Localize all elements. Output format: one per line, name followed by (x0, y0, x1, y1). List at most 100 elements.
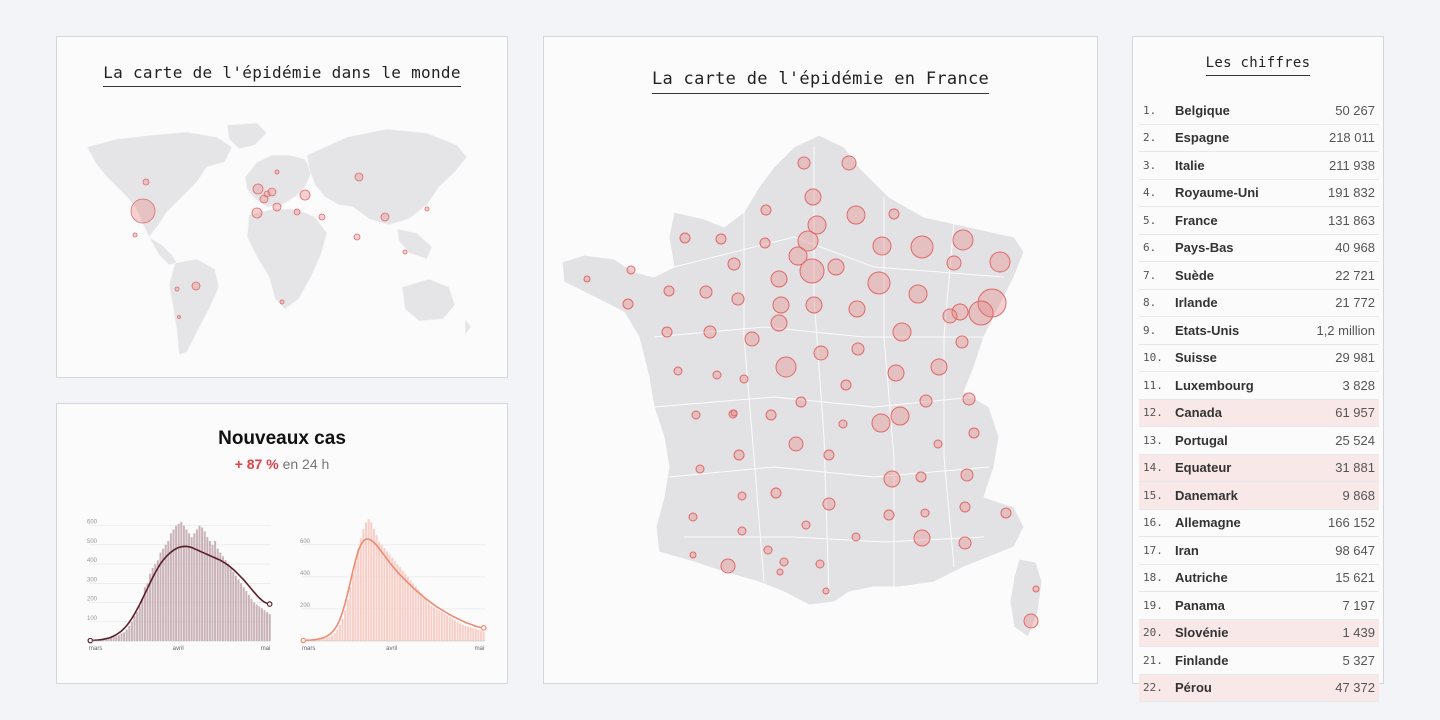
bar (169, 533, 172, 641)
bar (154, 564, 157, 641)
table-row: 2. Espagne 218 011 (1139, 124, 1379, 152)
corsica (1009, 558, 1043, 638)
new-cases-change: + 87 % (234, 456, 279, 472)
x-tick-label: mars (89, 646, 102, 652)
bar (388, 554, 391, 641)
bar (167, 541, 170, 641)
table-row: 14. Equateur 31 881 (1139, 454, 1379, 482)
bar (141, 598, 144, 641)
bar (110, 637, 113, 641)
new-cases-title: Nouveaux cas (218, 428, 346, 449)
bar (474, 628, 477, 641)
bubble-brazil (191, 281, 201, 291)
bar (240, 583, 243, 641)
bar (221, 556, 224, 641)
france-bubbles (583, 155, 1040, 629)
rank-cell: 14. (1139, 454, 1175, 482)
value-cell: 131 863 (1291, 206, 1379, 235)
bar (359, 538, 362, 641)
bar (365, 522, 368, 641)
bar (417, 589, 420, 641)
bar (182, 525, 185, 641)
rank-cell: 22. (1139, 674, 1175, 702)
bubble-spain (251, 207, 263, 219)
bar (242, 587, 245, 641)
country-cell: Suisse (1175, 344, 1292, 372)
y-tick-label: 100 (87, 616, 98, 622)
bar (211, 544, 214, 641)
bubble-turkey (293, 208, 301, 216)
rank-cell: 12. (1139, 399, 1175, 427)
bar (208, 541, 211, 641)
bar (190, 537, 193, 641)
france-land (561, 134, 1043, 638)
country-cell: Danemark (1175, 481, 1292, 510)
country-cell: Slovénie (1175, 619, 1292, 647)
world-map-title: La carte de l'épidémie dans le monde (57, 63, 507, 87)
bar (357, 548, 360, 641)
chart-2: 200 400 600 mars avril mai (300, 519, 487, 652)
bar (453, 620, 456, 641)
bubble-indonesia (402, 249, 408, 255)
rank-cell: 16. (1139, 509, 1175, 537)
ranking-title: Les chiffres (1133, 55, 1383, 76)
bar (414, 586, 417, 641)
department-borders (653, 147, 1005, 598)
value-cell: 3 828 (1291, 371, 1379, 400)
bar (156, 560, 159, 641)
table-row: 6. Pays-Bas 40 968 (1139, 234, 1379, 262)
bar (123, 632, 126, 641)
value-cell: 61 957 (1291, 399, 1379, 427)
bar (399, 567, 402, 641)
bar (467, 626, 470, 641)
bubble-sa (279, 299, 285, 305)
x-tick-label: mai (261, 646, 271, 652)
bubble-japan (424, 206, 430, 212)
y-tick-label: 300 (87, 577, 98, 583)
table-row: 22. Pérou 47 372 (1139, 674, 1379, 702)
bar (130, 621, 133, 641)
bar (344, 610, 347, 641)
africa (246, 208, 328, 310)
rank-cell: 17. (1139, 536, 1175, 565)
new-cases-panel: Nouveaux cas + 87 % en 24 h 100 200 300 400… (56, 403, 508, 684)
y-tick-label: 200 (300, 603, 311, 609)
bar (188, 533, 191, 641)
ranking-table: 1. Belgique 50 267 2. Espagne 218 011 3. Italie… (1139, 97, 1379, 702)
country-cell: Espagne (1175, 124, 1292, 152)
country-cell: Panama (1175, 591, 1292, 620)
value-cell: 211 938 (1291, 151, 1379, 180)
bar (469, 627, 472, 641)
bar (427, 602, 430, 641)
bar (136, 612, 139, 641)
country-cell: Belgique (1175, 97, 1292, 125)
bar (435, 608, 438, 641)
bar (112, 637, 115, 641)
ranking-panel: Les chiffres 1. Belgique 50 267 2. Espagne 21… (1132, 36, 1384, 702)
bar (464, 625, 467, 641)
bar (180, 521, 183, 641)
country-cell: Royaume-Uni (1175, 179, 1292, 207)
new-cases-chart: 100 200 300 400 500 600 mars avril mai 200 400 600 m… (87, 519, 487, 652)
bar (159, 552, 162, 641)
bar (117, 635, 120, 641)
table-row: 11. Luxembourg 3 828 (1139, 371, 1379, 400)
australia (401, 278, 456, 322)
value-cell: 5 327 (1291, 646, 1379, 675)
bar (198, 525, 201, 641)
rank-cell: 19. (1139, 591, 1175, 620)
asia (306, 128, 468, 226)
bar (115, 636, 118, 641)
bar (214, 541, 217, 641)
bar (451, 618, 454, 641)
rank-cell: 8. (1139, 289, 1175, 317)
bar (216, 548, 219, 641)
value-cell: 15 621 (1291, 564, 1379, 592)
bubble-russia (299, 189, 311, 201)
value-cell: 25 524 (1291, 426, 1379, 455)
bar (331, 635, 334, 641)
bar (193, 533, 196, 641)
country-cell: Finlande (1175, 646, 1292, 675)
value-cell: 50 267 (1291, 97, 1379, 125)
bar (253, 602, 256, 641)
